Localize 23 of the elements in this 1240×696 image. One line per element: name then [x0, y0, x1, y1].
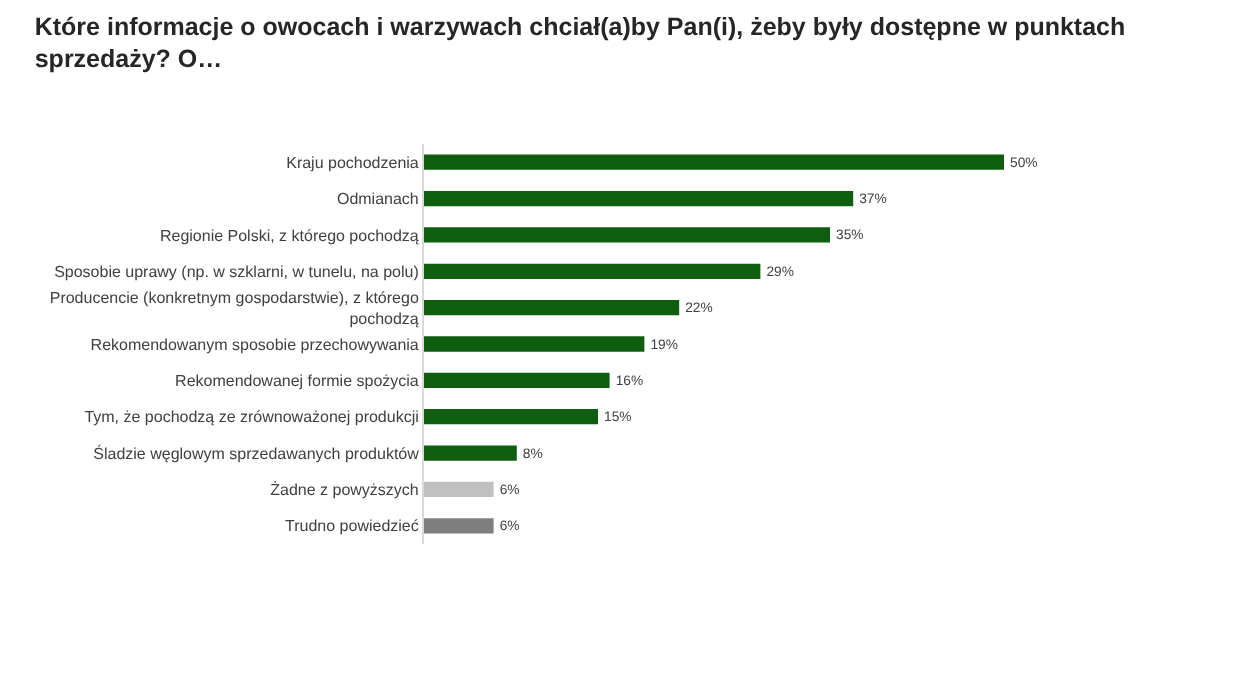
bar — [424, 227, 830, 243]
y-tick-label: Rekomendowanym sposobie przechowywania — [90, 335, 420, 354]
y-tick-label: Rekomendowanej formie spożycia — [175, 371, 420, 390]
y-tick-label: Producencie (konkretnym gospodarstwie), z którego pochodzą — [49, 288, 420, 328]
bar — [424, 518, 494, 534]
bar — [424, 445, 517, 461]
bar — [424, 190, 854, 207]
y-tick-label: Odmianach — [336, 190, 419, 209]
y-tick-label: Żadne z powyższych — [270, 481, 419, 500]
y-tick-label: Kraju pochodzenia — [286, 153, 420, 172]
bar — [424, 336, 645, 352]
bar — [424, 263, 761, 279]
y-tick-label: Regionie Polski, z którego pochodzą — [159, 226, 420, 245]
bar — [424, 372, 610, 388]
y-tick-label: Sposobie uprawy (np. w szklarni, w tunelu, na polu) — [54, 262, 420, 281]
y-tick-label: Śladzie węglowym sprzedawanych produktów — [93, 442, 420, 463]
bar — [424, 409, 598, 425]
bar — [424, 300, 680, 316]
bar — [424, 154, 1004, 170]
bar — [424, 481, 494, 498]
chart-title: Które informacje o owocach i warzywach chciał(a)by Pan(i), żeby były dostępne w punktach sprzedaży? O… — [34, 12, 1126, 74]
y-tick-label: Trudno powiedzieć — [285, 517, 419, 536]
y-tick-label: Tym, że pochodzą ze zrównoważonej produkcji — [84, 408, 420, 427]
